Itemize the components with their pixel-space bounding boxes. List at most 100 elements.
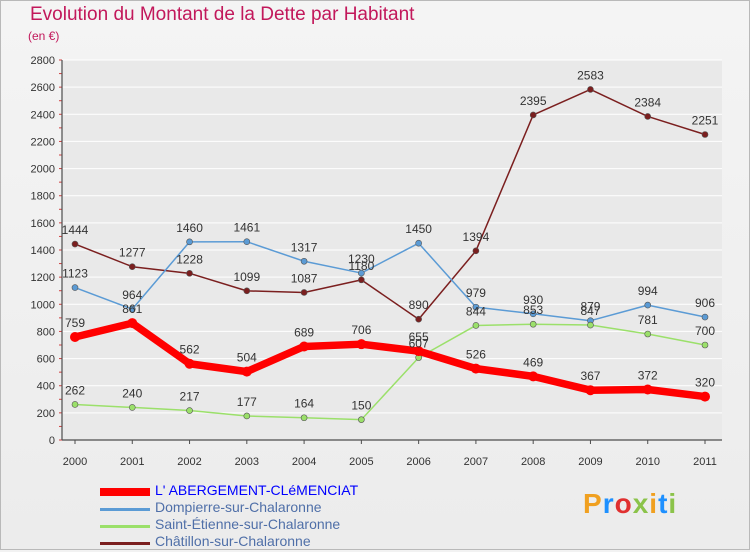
legend-swatch: [100, 525, 150, 528]
data-label: 1099: [233, 270, 260, 284]
data-point: [413, 346, 424, 357]
data-label: 689: [294, 325, 314, 339]
data-label: 1450: [405, 222, 432, 236]
y-tick-label: 200: [37, 408, 55, 420]
data-point: [241, 366, 252, 377]
data-point: [243, 238, 251, 246]
x-tick-label: 2004: [292, 456, 316, 468]
data-label: 1317: [291, 240, 318, 254]
data-point: [184, 358, 195, 369]
y-tick-label: 800: [37, 326, 55, 338]
data-point: [415, 315, 422, 323]
data-label: 700: [695, 324, 715, 338]
data-label: 164: [294, 397, 314, 411]
legend-swatch: [100, 488, 150, 496]
data-label: 2384: [634, 95, 661, 109]
data-label: 1277: [119, 246, 146, 260]
data-point: [300, 289, 308, 296]
data-point: [71, 240, 79, 248]
data-label: 504: [237, 351, 257, 365]
data-point: [472, 247, 480, 255]
data-point: [128, 404, 136, 411]
x-tick-label: 2006: [406, 456, 430, 468]
data-point: [70, 331, 80, 342]
y-tick-label: 2000: [31, 164, 55, 176]
x-tick-label: 2010: [635, 456, 659, 468]
legend-swatch: [100, 542, 150, 545]
y-tick-label: 1600: [31, 218, 55, 230]
x-tick-label: 2001: [120, 456, 144, 468]
data-point: [356, 339, 367, 350]
data-point: [128, 263, 136, 270]
data-label: 1228: [176, 252, 203, 266]
data-label: 964: [122, 288, 142, 302]
legend-label: Châtillon-sur-Chalaronne: [155, 533, 311, 549]
chart-title: Evolution du Montant de la Dette par Hab…: [30, 4, 415, 25]
data-label: 526: [466, 348, 486, 362]
data-label: 562: [180, 343, 200, 357]
y-tick-label: 600: [37, 354, 55, 366]
data-label: 853: [523, 303, 543, 317]
data-point: [701, 131, 709, 138]
data-point: [71, 284, 79, 291]
data-label: 847: [580, 304, 600, 318]
y-tick-label: 2200: [31, 136, 55, 148]
chart-unit-label: (en €): [28, 29, 60, 43]
data-label: 372: [638, 369, 658, 383]
data-label: 177: [237, 395, 257, 409]
data-point: [472, 322, 480, 329]
y-tick-label: 400: [37, 381, 55, 393]
data-point: [585, 385, 596, 396]
data-point: [701, 341, 709, 349]
y-tick-label: 1400: [31, 245, 55, 257]
data-label: 781: [638, 313, 658, 327]
series-line-3: [74, 88, 706, 320]
data-point: [358, 269, 365, 277]
series-line-2: [74, 323, 706, 421]
data-point: [243, 287, 251, 295]
data-label: 979: [466, 286, 486, 300]
data-label: 1461: [233, 221, 260, 235]
data-point: [127, 318, 138, 329]
data-point: [243, 412, 251, 420]
data-point: [472, 303, 480, 311]
data-label: 890: [409, 298, 429, 312]
x-tick-label: 2011: [693, 456, 717, 468]
data-label: 1087: [291, 271, 318, 285]
data-point: [415, 239, 422, 247]
data-label: 759: [65, 316, 85, 330]
legend-swatch: [100, 508, 150, 511]
y-tick-label: 2400: [31, 109, 55, 121]
data-point: [299, 341, 310, 352]
y-tick-label: 2800: [31, 55, 55, 67]
x-tick-label: 2002: [177, 456, 201, 468]
data-point: [186, 270, 193, 277]
series-line-0: [74, 319, 706, 401]
data-label: 607: [409, 337, 429, 351]
data-label: 906: [695, 296, 715, 310]
data-label: 1444: [62, 223, 89, 237]
x-tick-label: 2009: [578, 456, 602, 468]
data-label: 1123: [62, 267, 88, 281]
data-point: [71, 401, 79, 408]
data-point: [529, 320, 537, 328]
data-label: 930: [523, 293, 543, 307]
data-label: 879: [580, 300, 600, 314]
data-label: 1230: [348, 252, 375, 266]
y-tick-label: 2600: [31, 82, 55, 94]
data-label: 240: [122, 386, 142, 400]
data-point: [644, 301, 652, 309]
proxiti-logo: Proxiti: [583, 488, 678, 519]
x-tick-label: 2003: [235, 456, 259, 468]
data-point: [529, 310, 537, 318]
x-tick-label: 2008: [521, 456, 545, 468]
data-label: 1460: [176, 221, 203, 235]
data-point: [300, 414, 308, 422]
data-label: 320: [695, 376, 715, 390]
data-label: 706: [351, 323, 371, 337]
series-line-1: [74, 240, 706, 322]
data-point: [587, 86, 594, 93]
data-label: 2395: [520, 94, 547, 108]
y-tick-label: 1800: [31, 191, 55, 203]
